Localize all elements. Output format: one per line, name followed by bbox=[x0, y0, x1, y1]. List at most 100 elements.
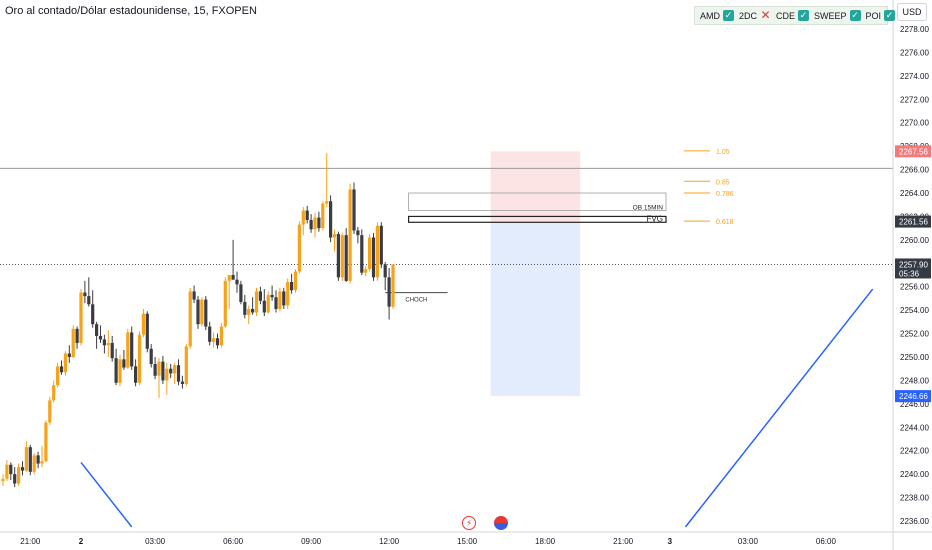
candle-body bbox=[368, 237, 372, 270]
candle-body bbox=[75, 328, 79, 343]
legend-label: CDE bbox=[776, 10, 796, 21]
us-flag-icon[interactable] bbox=[494, 516, 508, 530]
legend-item-2dc[interactable]: 2DC ✕ bbox=[739, 8, 771, 22]
candle-body bbox=[5, 464, 9, 479]
candle-body bbox=[118, 359, 122, 383]
candle-body bbox=[219, 326, 223, 346]
legend-item-sweep[interactable]: SWEEP ✓ bbox=[814, 10, 861, 21]
annotation-label: FVG bbox=[647, 214, 663, 223]
y-tick-label: 2264.00 bbox=[900, 189, 929, 198]
candle-body bbox=[348, 189, 352, 281]
candle-body bbox=[383, 264, 387, 278]
candle-body bbox=[137, 334, 142, 383]
x-tick-label: 09:00 bbox=[301, 537, 322, 546]
candle-body bbox=[387, 277, 391, 307]
candle-body bbox=[352, 189, 356, 231]
candle-body bbox=[313, 217, 317, 230]
candle-body bbox=[110, 342, 114, 359]
candle-body bbox=[184, 346, 188, 384]
annotation-label: OB 15MIN bbox=[633, 205, 664, 212]
x-tick-label: 21:00 bbox=[20, 537, 41, 546]
y-tick-label: 2252.00 bbox=[900, 330, 929, 339]
candle-body bbox=[270, 294, 274, 298]
candle-body bbox=[266, 294, 270, 313]
price-badge-label: 2246.66 bbox=[899, 392, 928, 401]
currency-button[interactable]: USD bbox=[897, 3, 927, 21]
candle-body bbox=[153, 364, 157, 376]
check-icon: ✓ bbox=[884, 10, 896, 21]
candle-body bbox=[67, 353, 71, 357]
candle-body bbox=[95, 324, 99, 336]
stop-loss-zone bbox=[490, 151, 581, 222]
indicator-legend: AMD ✓ 2DC ✕ CDE ✓ SWEEP ✓ POI ✓ bbox=[694, 6, 896, 25]
candle-body bbox=[9, 464, 13, 475]
candle-body bbox=[247, 308, 251, 315]
x-tick-label: 12:00 bbox=[379, 537, 400, 546]
y-tick-label: 2244.00 bbox=[900, 423, 929, 432]
candle-body bbox=[102, 339, 106, 346]
candle-body bbox=[192, 291, 196, 300]
y-tick-label: 2266.00 bbox=[900, 166, 929, 175]
cross-icon: ✕ bbox=[760, 8, 771, 22]
candle-body bbox=[360, 235, 364, 273]
candle-body bbox=[297, 224, 301, 272]
candle-body bbox=[251, 308, 255, 313]
y-tick-label: 2246.00 bbox=[900, 400, 929, 409]
candle-body bbox=[106, 342, 110, 346]
price-badge bbox=[895, 390, 931, 403]
legend-label: SWEEP bbox=[814, 10, 847, 21]
candle-body bbox=[336, 234, 340, 278]
candle-body bbox=[122, 359, 126, 368]
legend-label: AMD bbox=[700, 10, 720, 21]
candle-body bbox=[98, 335, 103, 340]
candle-body bbox=[344, 235, 348, 281]
candle-body bbox=[332, 234, 337, 238]
candle-body bbox=[44, 422, 48, 462]
candle-body bbox=[161, 361, 165, 381]
candle-body bbox=[134, 366, 138, 383]
legend-label: POI bbox=[865, 10, 882, 21]
legend-label: 2DC bbox=[739, 10, 758, 21]
y-tick-label: 2278.00 bbox=[900, 25, 929, 34]
candle-body bbox=[63, 353, 67, 373]
candle-body bbox=[28, 447, 32, 472]
candle-body bbox=[176, 365, 181, 382]
candle-body bbox=[379, 225, 383, 265]
check-icon: ✓ bbox=[723, 10, 734, 21]
candle-body bbox=[254, 291, 259, 313]
legend-item-poi[interactable]: POI ✓ bbox=[866, 10, 896, 21]
candle-body bbox=[141, 313, 145, 335]
candle-body bbox=[278, 291, 282, 309]
candle-body bbox=[212, 338, 216, 342]
candle-body bbox=[165, 368, 169, 381]
check-icon: ✓ bbox=[798, 10, 810, 21]
x-tick-label: 06:00 bbox=[816, 537, 837, 546]
candle-body bbox=[56, 366, 60, 386]
candle-body bbox=[258, 291, 262, 301]
legend-item-amd[interactable]: AMD ✓ bbox=[700, 10, 734, 21]
y-tick-label: 2238.00 bbox=[900, 494, 929, 503]
candle-body bbox=[200, 299, 204, 325]
x-tick-label: 03:00 bbox=[145, 537, 166, 546]
candle-body bbox=[286, 282, 290, 306]
candle-body bbox=[196, 299, 200, 325]
candle-body bbox=[227, 275, 231, 281]
candle-body bbox=[329, 201, 333, 238]
candle-body bbox=[32, 455, 36, 472]
candle-body bbox=[325, 201, 329, 204]
candle-body bbox=[305, 210, 309, 220]
fib-level-label: 0.85 bbox=[716, 179, 730, 186]
price-badge-countdown: 05:36 bbox=[899, 269, 920, 278]
candle-body bbox=[293, 271, 298, 291]
candle-body bbox=[149, 348, 153, 365]
candle-body bbox=[188, 291, 192, 347]
y-tick-label: 2276.00 bbox=[900, 48, 929, 57]
y-tick-label: 2242.00 bbox=[900, 447, 929, 456]
y-tick-label: 2254.00 bbox=[900, 306, 929, 315]
legend-item-cde[interactable]: CDE ✓ bbox=[776, 10, 810, 21]
price-badge-label: 2261.56 bbox=[899, 218, 928, 227]
lightning-icon[interactable]: ⚡ bbox=[462, 516, 476, 530]
candle-body bbox=[24, 447, 28, 471]
fib-level-label: 1.05 bbox=[716, 149, 730, 156]
